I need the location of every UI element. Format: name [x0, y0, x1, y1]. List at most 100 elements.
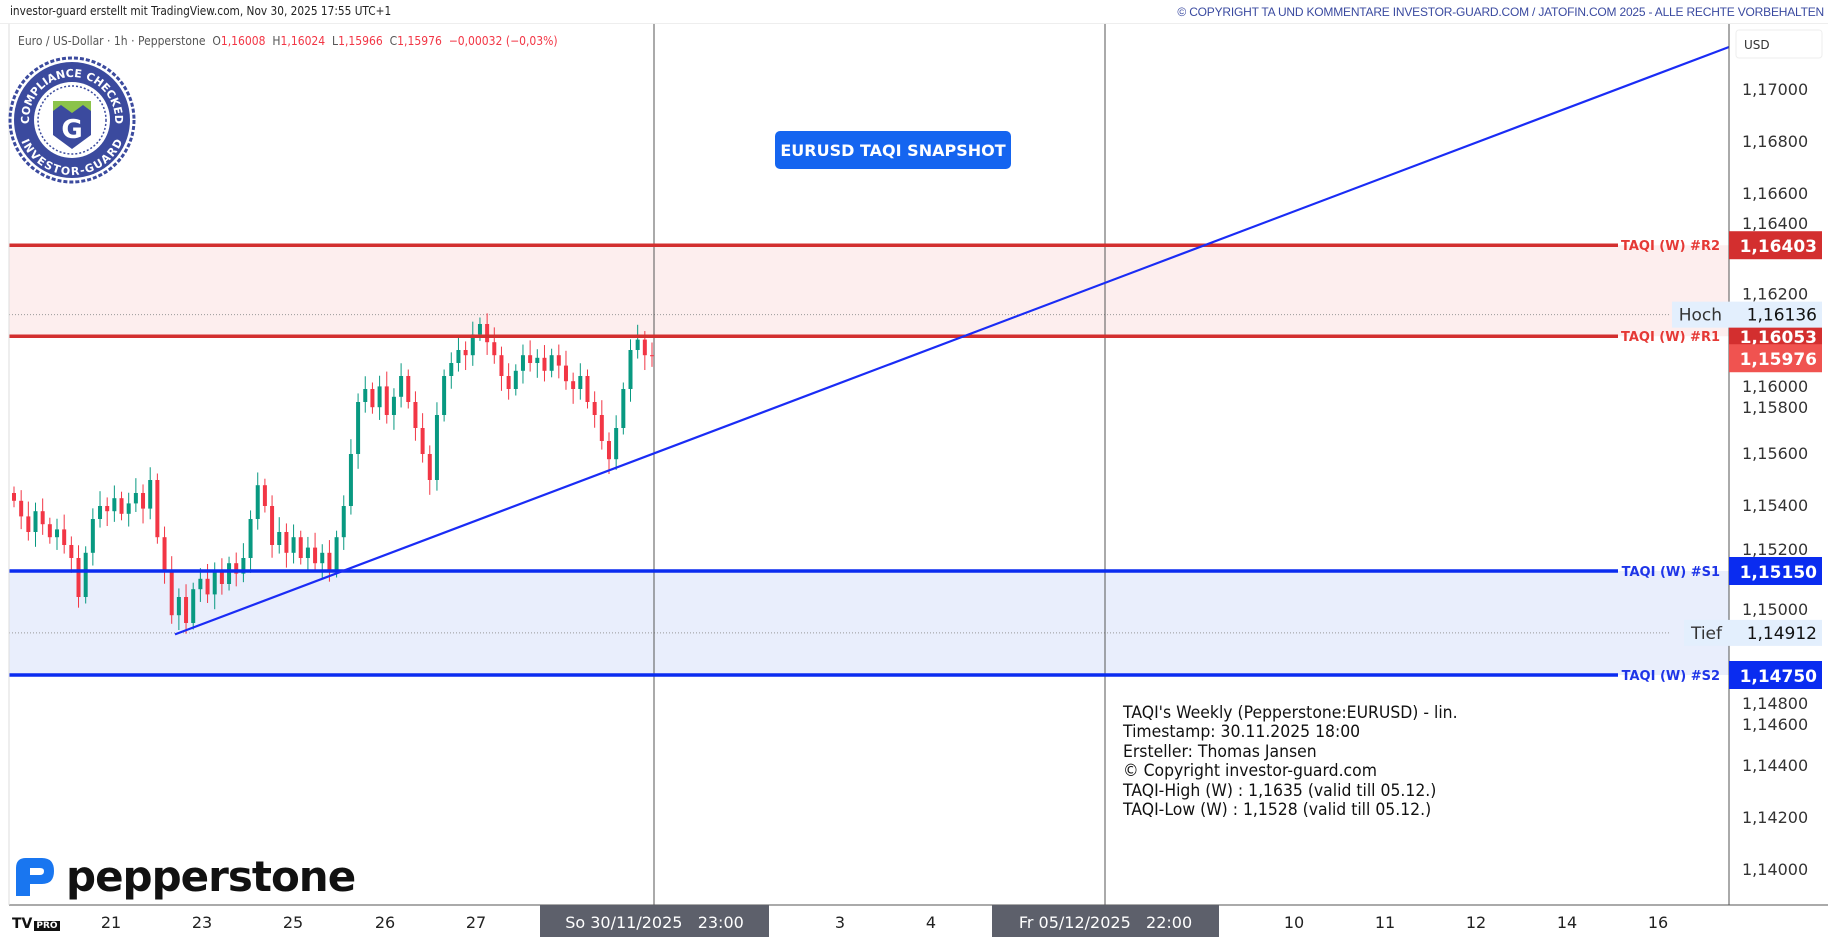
- candle-body: [650, 355, 654, 357]
- pepperstone-wordmark: pepperstone: [66, 852, 356, 901]
- symbol-name[interactable]: Euro / US-Dollar · 1h · Pepperstone: [18, 34, 206, 48]
- candle-body: [162, 537, 167, 571]
- level-label: TAQI (W) #S2: [1622, 669, 1720, 684]
- time-tick-label: 14: [1557, 913, 1577, 932]
- candle-body: [635, 339, 640, 350]
- time-tick-label: 4: [926, 913, 936, 932]
- candle-body: [599, 415, 604, 441]
- low-label: Tief: [1690, 624, 1723, 644]
- candle-body: [391, 396, 396, 415]
- candle-body: [12, 493, 16, 501]
- info-line-taqi-high: TAQI-High (W) : 1,1635 (valid till 05.12…: [1123, 780, 1437, 801]
- price-tick-label: 1,15000: [1742, 600, 1808, 619]
- pepperstone-logo: pepperstone: [12, 852, 356, 901]
- candle-body: [262, 485, 267, 506]
- candle-body: [470, 334, 475, 356]
- candle-body: [40, 511, 45, 525]
- candle-body: [434, 415, 439, 480]
- candle-body: [169, 571, 174, 616]
- candle-body: [592, 402, 597, 415]
- info-line-taqi-low: TAQI-Low (W) : 1,1528 (valid till 05.12.…: [1123, 800, 1432, 820]
- close-value: 1,15976: [397, 34, 442, 48]
- candle-body: [578, 376, 583, 389]
- candle-body: [477, 324, 482, 335]
- time-tick-label: 3: [835, 913, 845, 932]
- candle-body: [291, 537, 296, 553]
- price-tick-label: 1,14400: [1742, 756, 1808, 775]
- time-highlight-label: Fr 05/12/2025 22:00: [1019, 913, 1192, 932]
- time-tick-label: 16: [1648, 913, 1668, 932]
- price-tick-label: 1,15600: [1742, 444, 1808, 463]
- candle-body: [642, 339, 647, 356]
- last-price-badge: [1729, 344, 1822, 373]
- time-tick-label: 26: [375, 913, 395, 932]
- time-highlight-box: [540, 905, 769, 937]
- open-value: 1,16008: [220, 34, 266, 48]
- time-tick-label: 12: [1466, 913, 1486, 932]
- close-label: C: [389, 34, 398, 48]
- tradingview-logo[interactable]: TV PRO: [12, 916, 60, 932]
- info-line-timestamp: Timestamp: 30.11.2025 18:00: [1123, 722, 1361, 742]
- price-badge-text: 1,15150: [1740, 563, 1818, 583]
- candle-body: [542, 357, 547, 371]
- candle-body: [348, 454, 353, 506]
- candle-body: [155, 480, 160, 538]
- price-tick-label: 1,15800: [1742, 398, 1808, 417]
- low-price-text: 1,14912: [1747, 624, 1817, 644]
- candle-body: [606, 441, 611, 460]
- copyright-text: © COPYRIGHT TA UND KOMMENTARE INVESTOR-G…: [1177, 5, 1824, 19]
- candle-body: [141, 493, 146, 509]
- credit-text: investor-guard erstellt mit TradingView.…: [10, 4, 392, 18]
- candle-body: [69, 545, 74, 558]
- candle-body: [98, 506, 103, 519]
- candle-body: [119, 498, 124, 514]
- candle-body: [62, 529, 67, 545]
- price-badge: [1729, 231, 1822, 260]
- candle-body: [384, 386, 389, 415]
- price-tick-label: 1,14600: [1742, 715, 1808, 734]
- symbol-legend: Euro / US-Dollar · 1h · Pepperstone O1,1…: [18, 34, 558, 48]
- candle-body: [556, 355, 561, 366]
- candle-body: [19, 500, 24, 517]
- change-value: −0,00032 (−0,03%): [448, 34, 558, 48]
- support-zone: [9, 571, 1729, 675]
- candle-body: [528, 355, 533, 363]
- last-price-text: 1,15976: [1740, 350, 1817, 370]
- candle-body: [126, 503, 131, 514]
- high-label: H: [272, 34, 281, 48]
- low-label-box: [1684, 619, 1729, 646]
- snapshot-label-button[interactable]: EURUSD TAQI SNAPSHOT: [775, 131, 1011, 169]
- price-tick-label: 1,16600: [1742, 184, 1808, 203]
- price-tick-label: 1,14000: [1742, 860, 1808, 879]
- candle-body: [341, 506, 346, 538]
- time-tick-label: 10: [1284, 913, 1304, 932]
- candle-body: [334, 537, 339, 571]
- candle-body: [198, 578, 203, 590]
- candle-body: [227, 563, 232, 584]
- price-tick-label: 1,15200: [1742, 540, 1808, 559]
- pepperstone-p-icon: [16, 857, 54, 896]
- candle-body: [305, 547, 310, 558]
- trend-line[interactable]: [174, 45, 1730, 636]
- price-badge: [1729, 557, 1822, 585]
- candle-body: [298, 537, 303, 558]
- candle-body: [255, 485, 260, 519]
- low-label: L: [332, 34, 339, 48]
- price-tick-label: 1,16400: [1742, 214, 1808, 233]
- svg-text:G: G: [61, 115, 82, 145]
- time-tick-label: 21: [101, 913, 121, 932]
- candle-body: [571, 381, 576, 389]
- candle-body: [585, 376, 590, 402]
- candle-body: [26, 516, 31, 532]
- currency-label: USD: [1744, 38, 1770, 52]
- currency-button[interactable]: [1735, 29, 1823, 59]
- candle-body: [105, 506, 110, 512]
- price-tick-label: 1,14800: [1742, 694, 1808, 713]
- low-value: 1,15966: [338, 34, 383, 48]
- high-label: Hoch: [1679, 306, 1722, 326]
- candle-body: [313, 547, 318, 564]
- candle-body: [83, 552, 88, 597]
- candle-body: [413, 402, 418, 428]
- candle-body: [176, 597, 181, 616]
